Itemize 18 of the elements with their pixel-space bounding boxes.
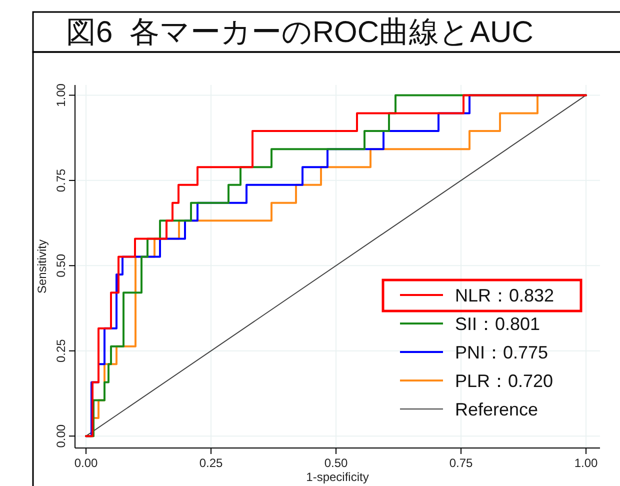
legend-label: SII：0.801 — [455, 314, 540, 334]
y-axis-title: Sensitivity — [35, 239, 49, 294]
x-tick-label: 0.00 — [74, 456, 98, 470]
y-tick-label: 1.00 — [54, 83, 68, 107]
y-tick-label: 0.75 — [54, 168, 68, 192]
legend-label: NLR：0.832 — [455, 286, 554, 306]
legend-label: PLR：0.720 — [455, 371, 554, 391]
x-axis-title: 1-specificity — [306, 470, 369, 484]
legend-label: Reference — [455, 400, 538, 420]
x-tick-label: 0.50 — [324, 456, 348, 470]
x-tick-label: 1.00 — [574, 456, 598, 470]
x-tick-label: 0.25 — [199, 456, 223, 470]
legend-label: PNI：0.775 — [455, 342, 548, 362]
y-tick-label: 0.00 — [54, 424, 68, 448]
y-tick-label: 0.25 — [54, 338, 68, 363]
chart-title: 図6 各マーカーのROC曲線とAUC — [66, 16, 534, 49]
x-tick-label: 0.75 — [449, 456, 473, 470]
y-tick-label: 0.50 — [54, 254, 68, 278]
